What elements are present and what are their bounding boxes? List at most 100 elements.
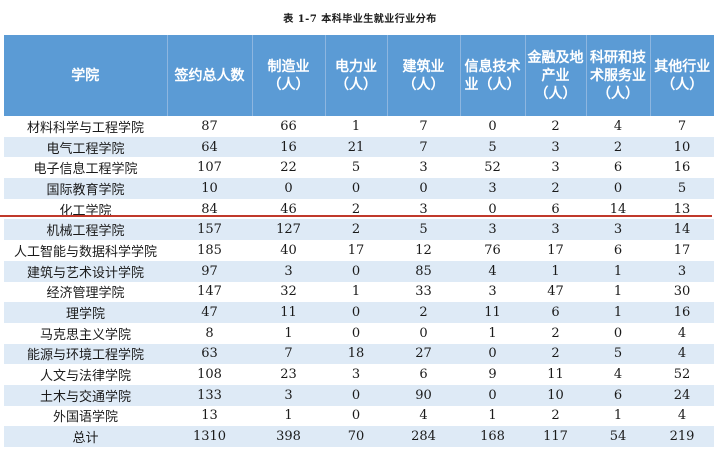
count-cell: 52 [673,367,691,383]
count-cell: 11 [547,367,564,383]
count-cell: 84 [201,201,218,217]
count-cell: 10 [201,180,218,196]
count-cell: 1 [488,325,497,341]
count-cell: 0 [284,180,293,196]
count-cell: 47 [547,284,564,300]
count-cell: 3 [284,263,293,279]
count-cell: 21 [347,139,365,155]
count-cell: 4 [677,325,687,341]
count-cell: 9 [488,367,497,383]
college-name-cell: 经济管理学院 [46,286,125,302]
count-cell: 5 [488,139,497,155]
college-name-cell: 总计 [72,431,99,447]
count-cell: 0 [351,305,361,321]
count-cell: 64 [201,139,218,155]
table-row: 外国语学院 13 1 0 4 1 2 1 4 [4,405,714,427]
count-cell: 147 [197,284,222,300]
count-cell: 70 [347,429,365,445]
count-cell: 1 [613,263,623,279]
count-cell: 17 [347,242,365,258]
count-cell: 27 [415,346,432,362]
count-cell: 133 [197,387,222,403]
count-cell: 2 [551,408,560,424]
count-cell: 2 [351,222,361,238]
count-cell: 0 [351,387,361,403]
count-cell: 54 [609,429,627,445]
count-cell: 3 [488,180,497,196]
count-cell: 3 [551,222,560,238]
count-cell: 0 [488,118,497,134]
count-cell: 76 [484,242,501,258]
college-name-cell: 人工智能与数据科学学院 [13,244,157,260]
table-row: 电子信息工程学院 107 22 5 3 52 3 6 16 [4,157,714,179]
count-cell: 18 [347,346,365,362]
count-cell: 66 [280,118,297,134]
count-cell: 0 [488,201,497,217]
count-cell: 7 [677,118,687,134]
count-cell: 3 [419,201,428,217]
count-cell: 2 [551,118,560,134]
count-cell: 14 [673,222,691,238]
count-cell: 5 [419,222,428,238]
college-name-cell: 外国语学院 [52,410,118,426]
count-cell: 219 [669,429,695,445]
count-cell: 24 [673,387,691,403]
count-cell: 4 [677,346,687,362]
count-cell: 97 [201,263,218,279]
college-name-cell: 人文与法律学院 [39,369,131,385]
column-header: 其他行业（人） [650,35,714,116]
count-cell: 6 [551,201,560,217]
count-cell: 1 [351,118,361,134]
table-row: 材料科学与工程学院 87 66 1 7 0 2 4 7 [4,116,714,137]
count-cell: 0 [351,263,361,279]
count-cell: 17 [673,242,691,258]
count-cell: 2 [551,180,560,196]
table-row: 人工智能与数据科学学院 185 40 17 12 76 17 6 17 [4,240,714,261]
table-row: 经济管理学院 147 32 1 33 3 47 1 30 [4,281,714,303]
count-cell: 22 [280,160,297,176]
count-cell: 0 [488,387,497,403]
college-name-cell: 能源与环境工程学院 [26,348,144,364]
count-cell: 3 [284,387,293,403]
count-cell: 14 [609,201,627,217]
count-cell: 2 [351,201,361,217]
count-cell: 90 [415,387,432,403]
table-row: 国际教育学院 10 0 0 0 3 2 0 5 [4,178,714,199]
count-cell: 3 [419,160,428,176]
count-cell: 117 [543,429,568,445]
count-cell: 1 [551,263,560,279]
college-name-cell: 机械工程学院 [46,224,125,240]
count-cell: 0 [613,325,623,341]
count-cell: 16 [673,160,691,176]
count-cell: 4 [677,408,687,424]
count-cell: 0 [351,180,361,196]
college-name-cell: 电子信息工程学院 [33,162,138,178]
count-cell: 13 [201,408,218,424]
college-name-cell: 土木与交通学院 [39,389,131,405]
college-name-cell: 马克思主义学院 [39,327,131,343]
count-cell: 5 [351,160,361,176]
college-name-cell: 国际教育学院 [46,182,125,198]
count-cell: 1 [284,325,293,341]
count-cell: 157 [197,222,222,238]
count-cell: 5 [613,346,623,362]
column-header: 电力业（人） [325,35,388,116]
count-cell: 32 [280,284,297,300]
table-row: 马克思主义学院 8 1 0 0 1 2 0 4 [4,322,714,344]
count-cell: 63 [201,346,218,362]
count-cell: 1310 [192,429,227,445]
count-cell: 7 [419,139,428,155]
count-cell: 10 [547,387,564,403]
count-cell: 6 [613,242,623,258]
count-cell: 8 [205,325,214,341]
count-cell: 398 [276,429,301,445]
count-cell: 16 [280,139,297,155]
count-cell: 3 [613,222,623,238]
table-row: 化工学院 84 46 2 3 0 6 14 13 [4,198,714,220]
count-cell: 107 [197,160,222,176]
count-cell: 3 [551,139,560,155]
college-name-cell: 化工学院 [59,203,112,219]
count-cell: 5 [677,180,687,196]
count-cell: 7 [419,118,428,134]
table-row: 理学院 47 11 0 2 11 6 1 16 [4,302,714,323]
